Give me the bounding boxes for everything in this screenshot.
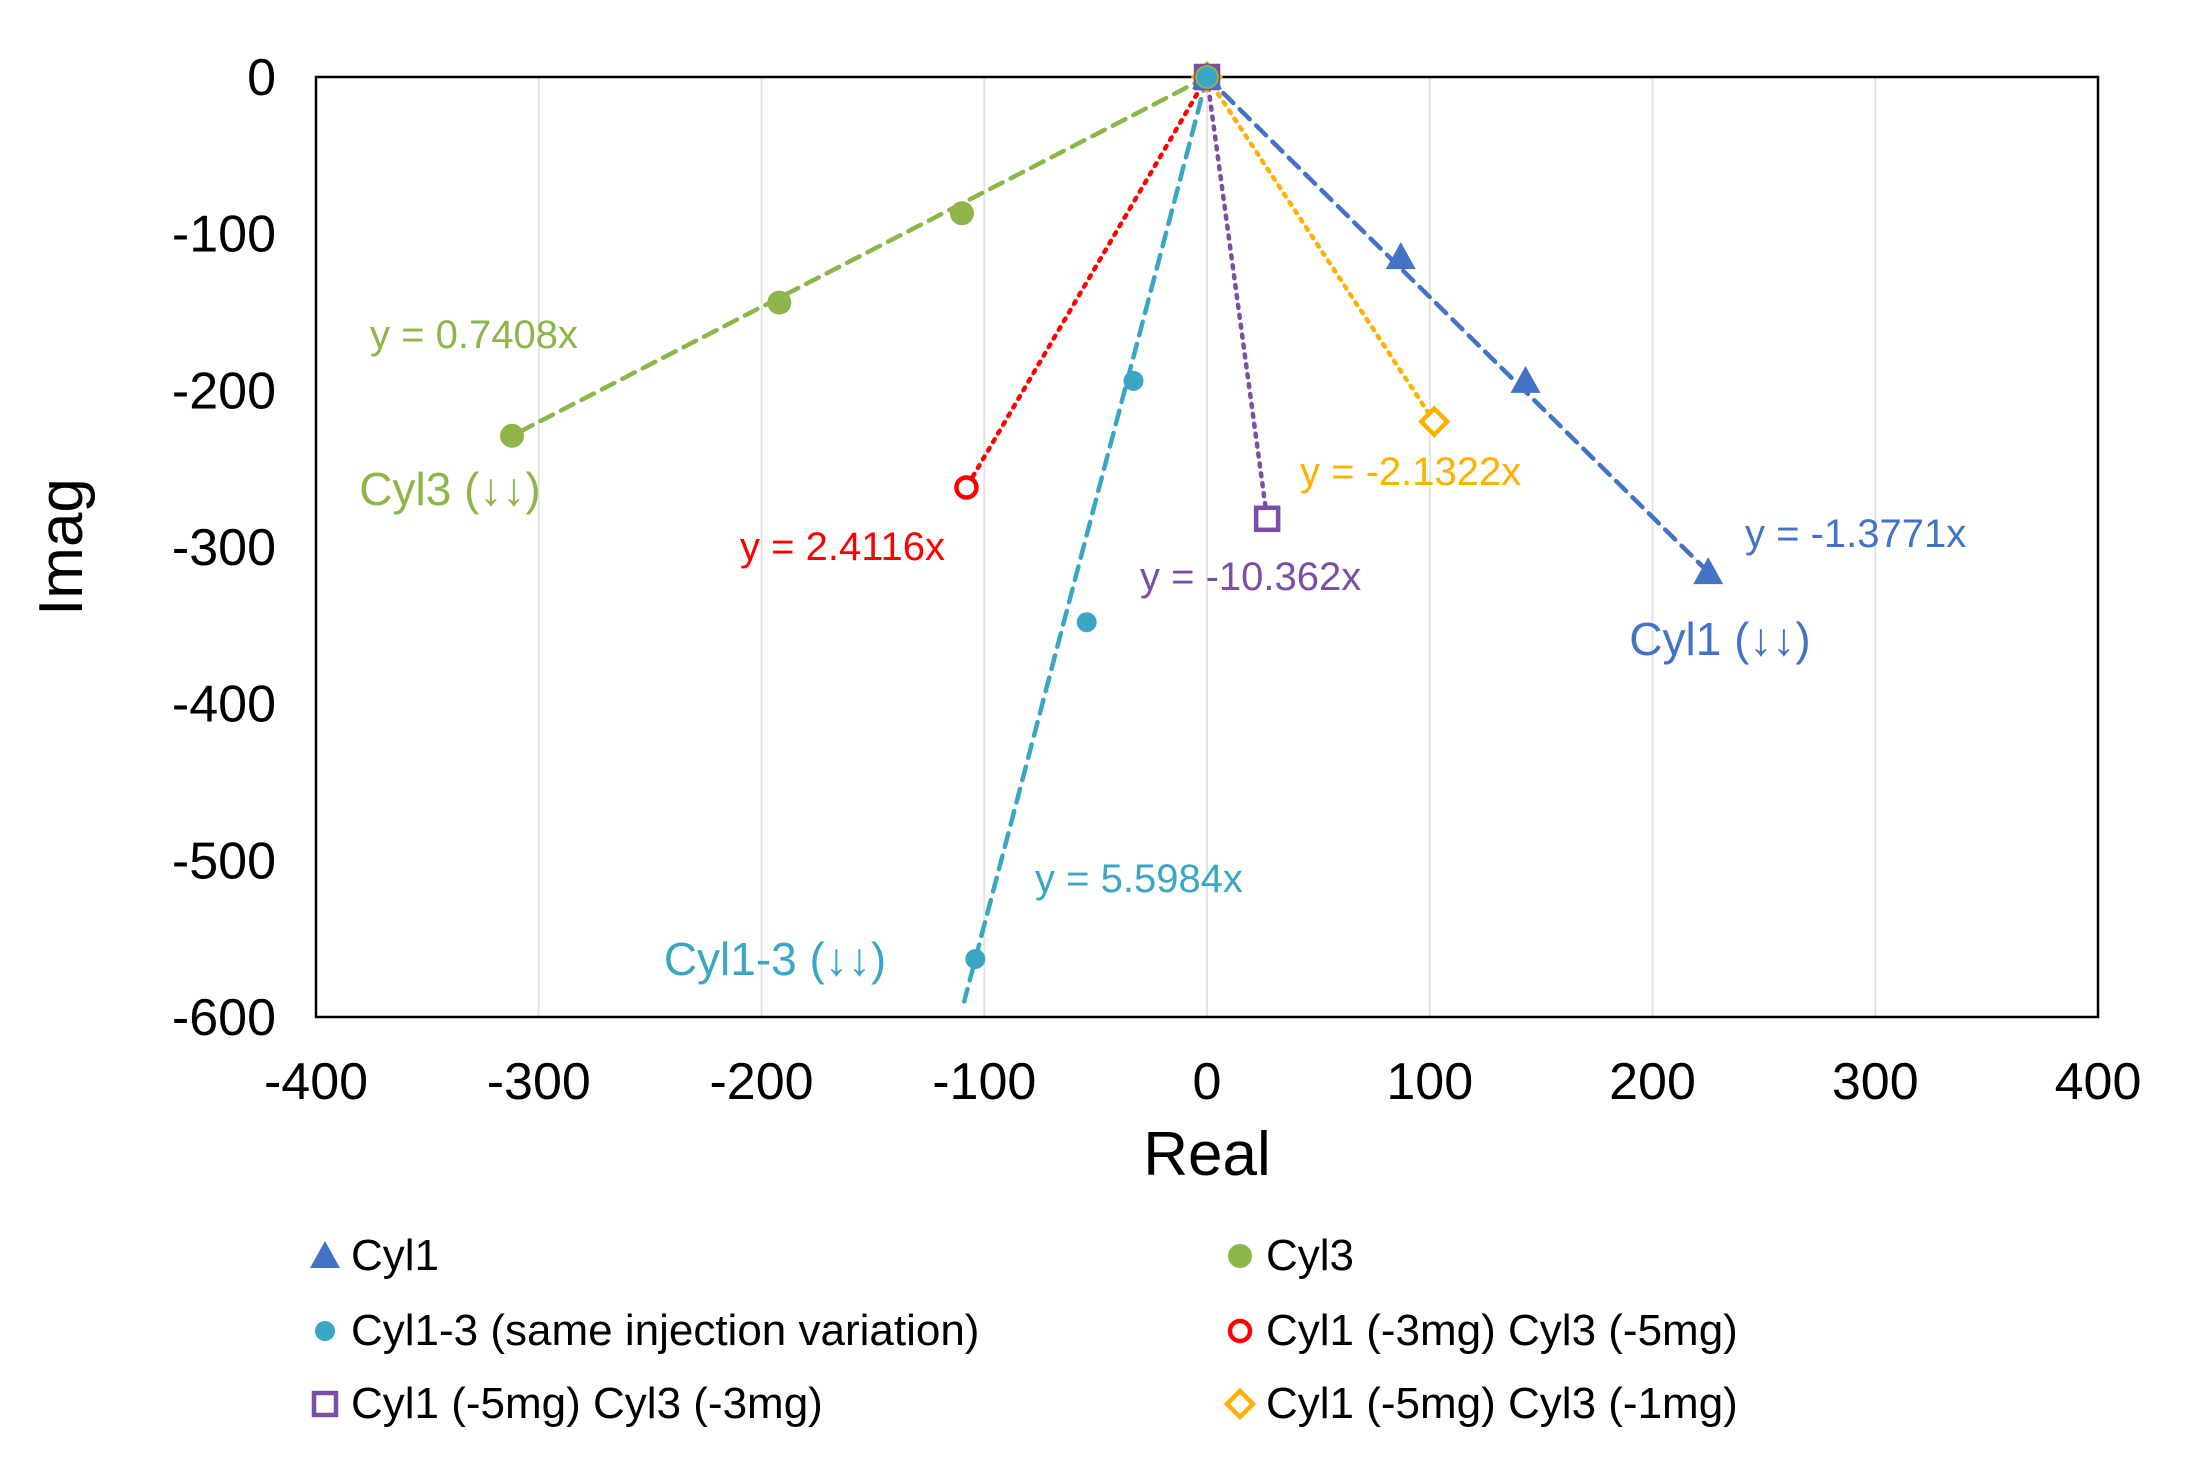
x-tick-label: 200	[1609, 1053, 1696, 1111]
fit-equation-label: y = 2.4116x	[740, 525, 945, 569]
y-tick-label: -400	[172, 676, 276, 734]
y-tick-label: -200	[172, 362, 276, 420]
series-direction-label: Cyl1 (↓↓)	[1629, 613, 1810, 665]
point-cyl1-3mg-cyl3-5mg	[954, 475, 979, 500]
x-axis-title: Real	[1143, 1120, 1271, 1189]
point-cyl1-3-same-injection-variation	[1123, 370, 1144, 391]
point-cyl1	[1385, 242, 1416, 270]
x-tick-label: -400	[264, 1053, 368, 1111]
x-tick-label: 0	[1193, 1053, 1222, 1111]
y-tick-label: -500	[172, 832, 276, 890]
series-lines	[509, 74, 1711, 1004]
series-markers	[500, 60, 1724, 970]
series-direction-label: Cyl3 (↓↓)	[359, 463, 540, 515]
y-tick-label: -300	[172, 519, 276, 577]
trendline-cyl3	[509, 74, 1210, 439]
fit-equation-label: y = -2.1322x	[1300, 450, 1521, 494]
point-cyl1-3-same-injection-variation	[1197, 67, 1217, 87]
trendline-cyl1	[1204, 74, 1711, 575]
fit-equation-label: y = -10.362x	[1140, 555, 1361, 599]
fit-equation-label: y = 5.5984x	[1035, 857, 1243, 901]
fit-equation-label: y = -1.3771x	[1745, 512, 1966, 556]
y-tick-labels: 0 -100 -200 -300 -400 -500 -600	[172, 49, 276, 1047]
x-tick-label: 300	[1832, 1053, 1919, 1111]
trendline-cyl1-3-same-injection-variation	[961, 74, 1210, 1004]
legend-marker	[315, 1321, 335, 1341]
y-axis-title: Imag	[27, 478, 96, 616]
legend-entry: Cyl3	[1266, 1231, 1354, 1280]
legend-marker	[310, 1241, 340, 1268]
point-cyl1-3-same-injection-variation	[1076, 612, 1097, 633]
y-tick-label: 0	[247, 49, 276, 107]
point-cyl1	[1510, 365, 1541, 393]
point-cyl1-3-same-injection-variation	[965, 949, 986, 970]
point-cyl3	[949, 201, 974, 226]
point-cyl3	[500, 423, 525, 448]
y-tick-label: -100	[172, 206, 276, 264]
legend-entry: Cyl1-3 (same injection variation)	[351, 1306, 979, 1355]
legend-marker	[1223, 1387, 1257, 1421]
x-tick-labels: -400 -300 -200 -100 0 100 200 300 400	[264, 1053, 2141, 1111]
point-cyl1-5mg-cyl3-1mg	[1418, 405, 1451, 438]
x-tick-label: 400	[2055, 1053, 2142, 1111]
legend-marker	[311, 1390, 339, 1418]
legend-entry: Cyl1 (-3mg) Cyl3 (-5mg)	[1266, 1306, 1738, 1355]
legend-marker	[1227, 1318, 1253, 1344]
fit-annotations: y = -1.3771x Cyl1 (↓↓) y = 0.7408x Cyl3 (↓↓…	[359, 313, 1966, 985]
legend-entry: Cyl1 (-5mg) Cyl3 (-3mg)	[351, 1379, 823, 1428]
point-cyl1-5mg-cyl3-3mg	[1253, 505, 1281, 533]
legend-entry: Cyl1	[351, 1231, 439, 1280]
x-tick-label: -100	[932, 1053, 1036, 1111]
x-tick-label: 100	[1386, 1053, 1473, 1111]
x-tick-label: -200	[709, 1053, 813, 1111]
y-tick-label: -600	[172, 989, 276, 1047]
point-cyl3	[767, 290, 792, 315]
x-tick-label: -300	[487, 1053, 591, 1111]
legend-marker	[1228, 1244, 1252, 1268]
grid	[537, 77, 1877, 1017]
series-direction-label: Cyl1-3 (↓↓)	[664, 933, 886, 985]
point-cyl1	[1693, 557, 1724, 585]
legend-entry: Cyl1 (-5mg) Cyl3 (-1mg)	[1266, 1379, 1738, 1428]
trendline-cyl1-5mg-cyl3-1mg	[1204, 74, 1437, 424]
fit-equation-label: y = 0.7408x	[370, 313, 578, 357]
trendline-cyl1-3mg-cyl3-5mg	[964, 74, 1210, 490]
trendline-cyl1-5mg-cyl3-3mg	[1204, 74, 1270, 522]
legend: Cyl1 Cyl3 Cyl1-3 (same injection variation…	[310, 1231, 1738, 1428]
